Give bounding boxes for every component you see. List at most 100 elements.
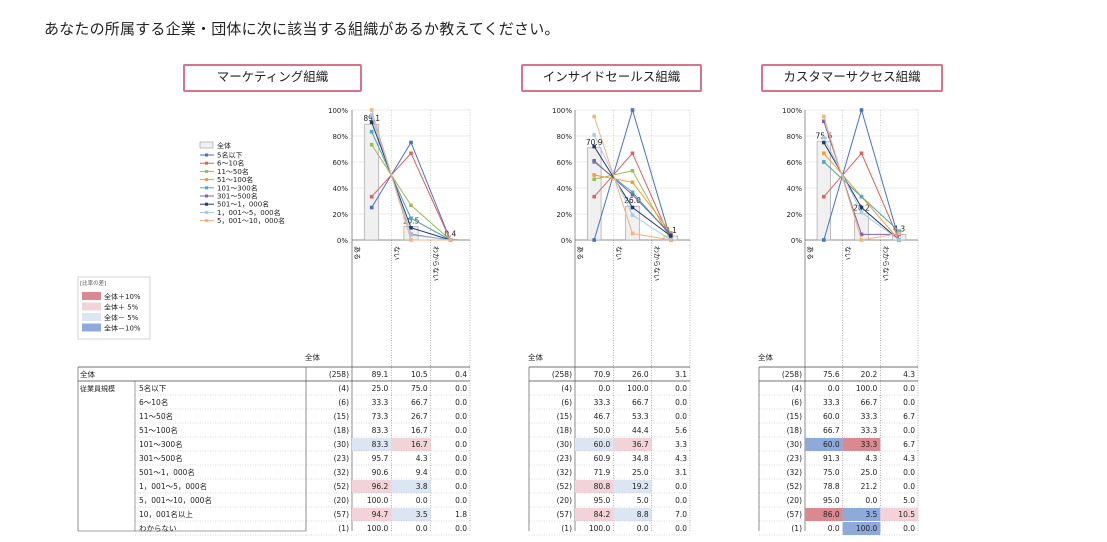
row-label: 10，001名以上 [139, 509, 193, 519]
series-point [409, 238, 413, 242]
table-value-cell: 9.4 [416, 468, 428, 477]
table-value-cell: 33.3 [861, 440, 878, 449]
table-n-cell: (258) [552, 370, 572, 379]
table-n-cell: (32) [557, 468, 572, 477]
series-point [592, 133, 596, 137]
y-tick-label: 0% [791, 237, 802, 245]
row-label: 5名以下 [139, 383, 167, 393]
series-point [369, 142, 374, 147]
panel-title-customer-success: カスタマーサクセス組織 [761, 64, 943, 92]
table-value-cell: 60.0 [594, 440, 611, 449]
table-value-cell: 53.3 [632, 412, 649, 421]
table-value-cell: 0.0 [416, 496, 428, 505]
table-n-cell: (6) [338, 398, 349, 407]
table-n-cell: (4) [561, 384, 572, 393]
category-label: ない [614, 246, 622, 260]
table-value-cell: 3.1 [675, 468, 687, 477]
table-value-cell: 5.0 [637, 496, 649, 505]
diff-legend-title: [比率の差] [80, 279, 106, 287]
row-label-total: 全体 [80, 369, 95, 379]
y-tick-label: 80% [332, 133, 348, 141]
table-value-cell: 75.0 [411, 384, 428, 393]
series-point [859, 232, 864, 237]
table-n-cell: (4) [791, 384, 802, 393]
y-tick-label: 0% [561, 237, 572, 245]
series-point [822, 238, 826, 242]
table-value-cell: 0.0 [455, 412, 467, 421]
table-value-cell: 100.0 [627, 384, 649, 393]
y-tick-label: 80% [786, 133, 802, 141]
series-point [592, 177, 596, 182]
table-value-cell: 10.5 [411, 370, 428, 379]
series-point [630, 213, 635, 217]
highlight-cell [842, 522, 881, 535]
series-point [669, 238, 673, 242]
y-tick-label: 60% [332, 159, 348, 167]
table-n-cell: (23) [557, 454, 572, 463]
table-n-cell: (18) [557, 426, 572, 435]
table-value-cell: 0.0 [455, 468, 467, 477]
table-value-cell: 60.0 [823, 440, 840, 449]
table-value-cell: 86.0 [823, 510, 840, 519]
highlight-cell [391, 438, 431, 451]
table-value-cell: 0.0 [675, 412, 687, 421]
series-point [409, 151, 413, 156]
row-label: 6～10名 [139, 397, 168, 407]
series-point [897, 231, 901, 236]
table-n-cell: (23) [334, 454, 349, 463]
series-point [859, 151, 864, 156]
total-bar-label: 3.1 [665, 226, 677, 235]
series-point [822, 151, 826, 156]
category-label: ある [806, 246, 814, 260]
legend-series-marker [205, 178, 208, 182]
table-value-cell: 83.3 [372, 426, 389, 435]
series-point [859, 205, 864, 210]
table-value-cell: 3.5 [865, 510, 877, 519]
table-value-cell: 4.3 [675, 454, 687, 463]
table-value-cell: 94.7 [372, 510, 389, 519]
table-value-cell: 33.3 [372, 398, 389, 407]
table-value-cell: 0.0 [455, 440, 467, 449]
series-point [592, 159, 596, 163]
table-n-cell: (20) [334, 496, 349, 505]
highlight-cell [575, 438, 614, 451]
table-n-cell: (15) [557, 412, 572, 421]
survey-question: あなたの所属する企業・団体に次に該当する組織があるか教えてください。 [44, 20, 560, 38]
table-value-cell: 66.7 [823, 426, 840, 435]
table-value-cell: 71.9 [594, 468, 611, 477]
table-value-cell: 0.0 [903, 524, 915, 533]
table-value-cell: 100.0 [589, 524, 611, 533]
series-point [859, 238, 864, 242]
table-value-cell: 0.0 [828, 384, 840, 393]
table-value-cell: 0.0 [455, 496, 467, 505]
panel-title-marketing: マーケティング組織 [183, 64, 362, 92]
highlight-cell [352, 508, 392, 521]
table-n-cell: (57) [334, 510, 349, 519]
table-value-cell: 73.3 [372, 412, 389, 421]
row-group-label: 従業員規模 [80, 384, 115, 393]
table-value-cell: 4.3 [416, 454, 428, 463]
row-label: わからない [139, 524, 177, 533]
table-value-cell: 75.0 [823, 468, 840, 477]
table-value-cell: 0.0 [455, 482, 467, 491]
table-value-cell: 3.8 [416, 482, 428, 491]
y-tick-label: 100% [782, 107, 802, 115]
table-value-cell: 5.0 [903, 496, 915, 505]
table-value-cell: 70.9 [594, 370, 611, 379]
table-n-cell: (258) [329, 370, 349, 379]
table-n-cell: (30) [557, 440, 572, 449]
table-value-cell: 0.0 [903, 482, 915, 491]
series-point [369, 120, 374, 125]
y-tick-label: 40% [556, 185, 572, 193]
table-n-cell: (15) [334, 412, 349, 421]
panel-title-inside-sales: インサイドセールス組織 [521, 64, 702, 92]
series-point [592, 144, 596, 149]
series-point [630, 231, 635, 236]
table-value-cell: 100.0 [367, 524, 389, 533]
highlight-cell [352, 438, 392, 451]
table-value-cell: 60.9 [594, 454, 611, 463]
series-point [592, 114, 596, 119]
table-value-cell: 75.6 [823, 370, 840, 379]
table-value-cell: 25.0 [372, 384, 389, 393]
series-point [822, 114, 826, 119]
